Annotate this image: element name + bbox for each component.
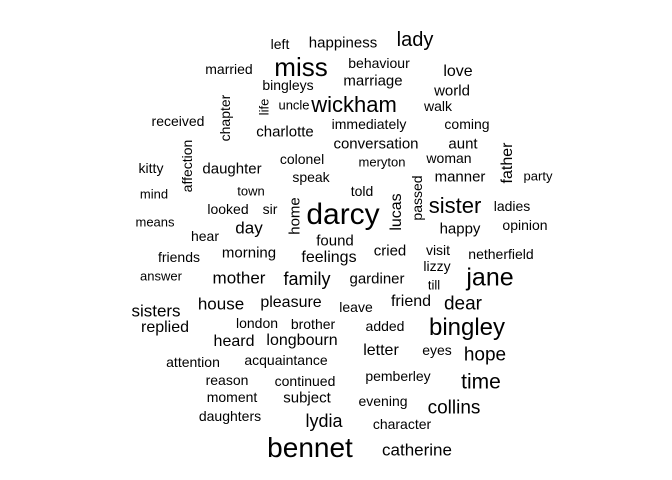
word-lucas: lucas <box>388 193 405 231</box>
word-miss: miss <box>274 52 328 82</box>
word-father: father <box>499 142 516 184</box>
word-pemberley: pemberley <box>365 368 431 384</box>
word-immediately: immediately <box>331 116 407 132</box>
word-sister: sister <box>428 193 482 218</box>
word-leave: leave <box>339 299 373 315</box>
word-daughter: daughter <box>202 160 262 178</box>
word-darcy: darcy <box>306 198 380 231</box>
word-cried: cried <box>373 242 407 260</box>
word-kitty: kitty <box>138 160 164 176</box>
word-character: character <box>372 416 432 432</box>
word-walk: walk <box>423 98 453 114</box>
word-brother: brother <box>290 316 336 332</box>
word-passed: passed <box>409 175 425 221</box>
word-meryton: meryton <box>358 154 406 170</box>
word-mind: mind <box>139 186 169 202</box>
word-netherfield: netherfield <box>468 246 534 262</box>
word-conversation: conversation <box>333 135 419 153</box>
word-pleasure: pleasure <box>260 294 322 311</box>
word-bingley: bingley <box>428 314 506 341</box>
word-morning: morning <box>221 244 277 262</box>
word-time: time <box>461 370 501 394</box>
word-means: means <box>135 214 175 230</box>
word-ladies: ladies <box>493 198 531 214</box>
word-lizzy: lizzy <box>423 258 451 274</box>
word-world: world <box>434 82 470 100</box>
word-colonel: colonel <box>279 151 325 167</box>
word-manner: manner <box>434 168 486 186</box>
word-woman: woman <box>426 150 472 166</box>
word-heard: heard <box>213 333 255 350</box>
word-affection: affection <box>179 139 195 193</box>
word-sir: sir <box>262 201 278 217</box>
word-dear: dear <box>443 293 483 315</box>
word-bingleys: bingleys <box>262 77 314 93</box>
word-subject: subject <box>283 389 331 407</box>
word-lydia: lydia <box>305 411 343 431</box>
word-continued: continued <box>274 373 336 389</box>
word-answer: answer <box>140 268 182 284</box>
word-till: till <box>427 277 441 293</box>
word-looked: looked <box>207 201 249 217</box>
word-visit: visit <box>425 242 451 258</box>
word-left: left <box>270 36 290 52</box>
word-home: home <box>286 197 304 235</box>
word-marriage: marriage <box>343 72 403 90</box>
word-love: love <box>443 63 473 80</box>
word-charlotte: charlotte <box>256 123 314 141</box>
word-told: told <box>350 183 374 199</box>
word-reason: reason <box>205 372 249 388</box>
word-acquaintance: acquaintance <box>244 352 328 368</box>
word-moment: moment <box>206 389 258 405</box>
word-catherine: catherine <box>382 440 452 460</box>
word-gardiner: gardiner <box>349 270 405 288</box>
word-behaviour: behaviour <box>348 55 410 71</box>
word-eyes: eyes <box>422 342 452 358</box>
word-added: added <box>365 318 405 334</box>
word-speak: speak <box>292 169 330 185</box>
word-longbourn: longbourn <box>266 332 338 349</box>
word-wickham: wickham <box>311 92 397 117</box>
word-family: family <box>283 269 331 289</box>
word-party: party <box>523 168 553 184</box>
word-london: london <box>235 315 279 331</box>
word-received: received <box>151 113 205 129</box>
word-friend: friend <box>390 293 432 310</box>
word-mother: mother <box>212 268 266 288</box>
word-chapter: chapter <box>217 94 233 142</box>
word-married: married <box>205 61 253 77</box>
word-found: found <box>316 232 354 250</box>
word-coming: coming <box>444 116 490 132</box>
word-hope: hope <box>463 344 507 366</box>
word-collins: collins <box>427 397 481 419</box>
word-happy: happy <box>439 220 481 238</box>
word-bennet: bennet <box>267 432 353 463</box>
word-uncle: uncle <box>278 97 310 113</box>
word-house: house <box>197 294 245 314</box>
word-lady: lady <box>396 29 434 51</box>
word-friends: friends <box>157 249 201 265</box>
word-opinion: opinion <box>502 217 548 233</box>
word-feelings: feelings <box>301 249 357 266</box>
word-town: town <box>237 183 265 199</box>
word-day: day <box>235 218 263 238</box>
word-jane: jane <box>466 263 514 292</box>
word-sisters: sisters <box>131 301 181 321</box>
word-letter: letter <box>363 342 399 359</box>
word-life: life <box>256 98 272 116</box>
word-daughters: daughters <box>198 408 262 424</box>
word-replied: replied <box>140 319 190 336</box>
word-aunt: aunt <box>448 135 478 153</box>
word-hear: hear <box>190 228 220 244</box>
word-happiness: happiness <box>308 34 378 52</box>
word-attention: attention <box>166 354 220 370</box>
word-evening: evening <box>358 393 408 409</box>
